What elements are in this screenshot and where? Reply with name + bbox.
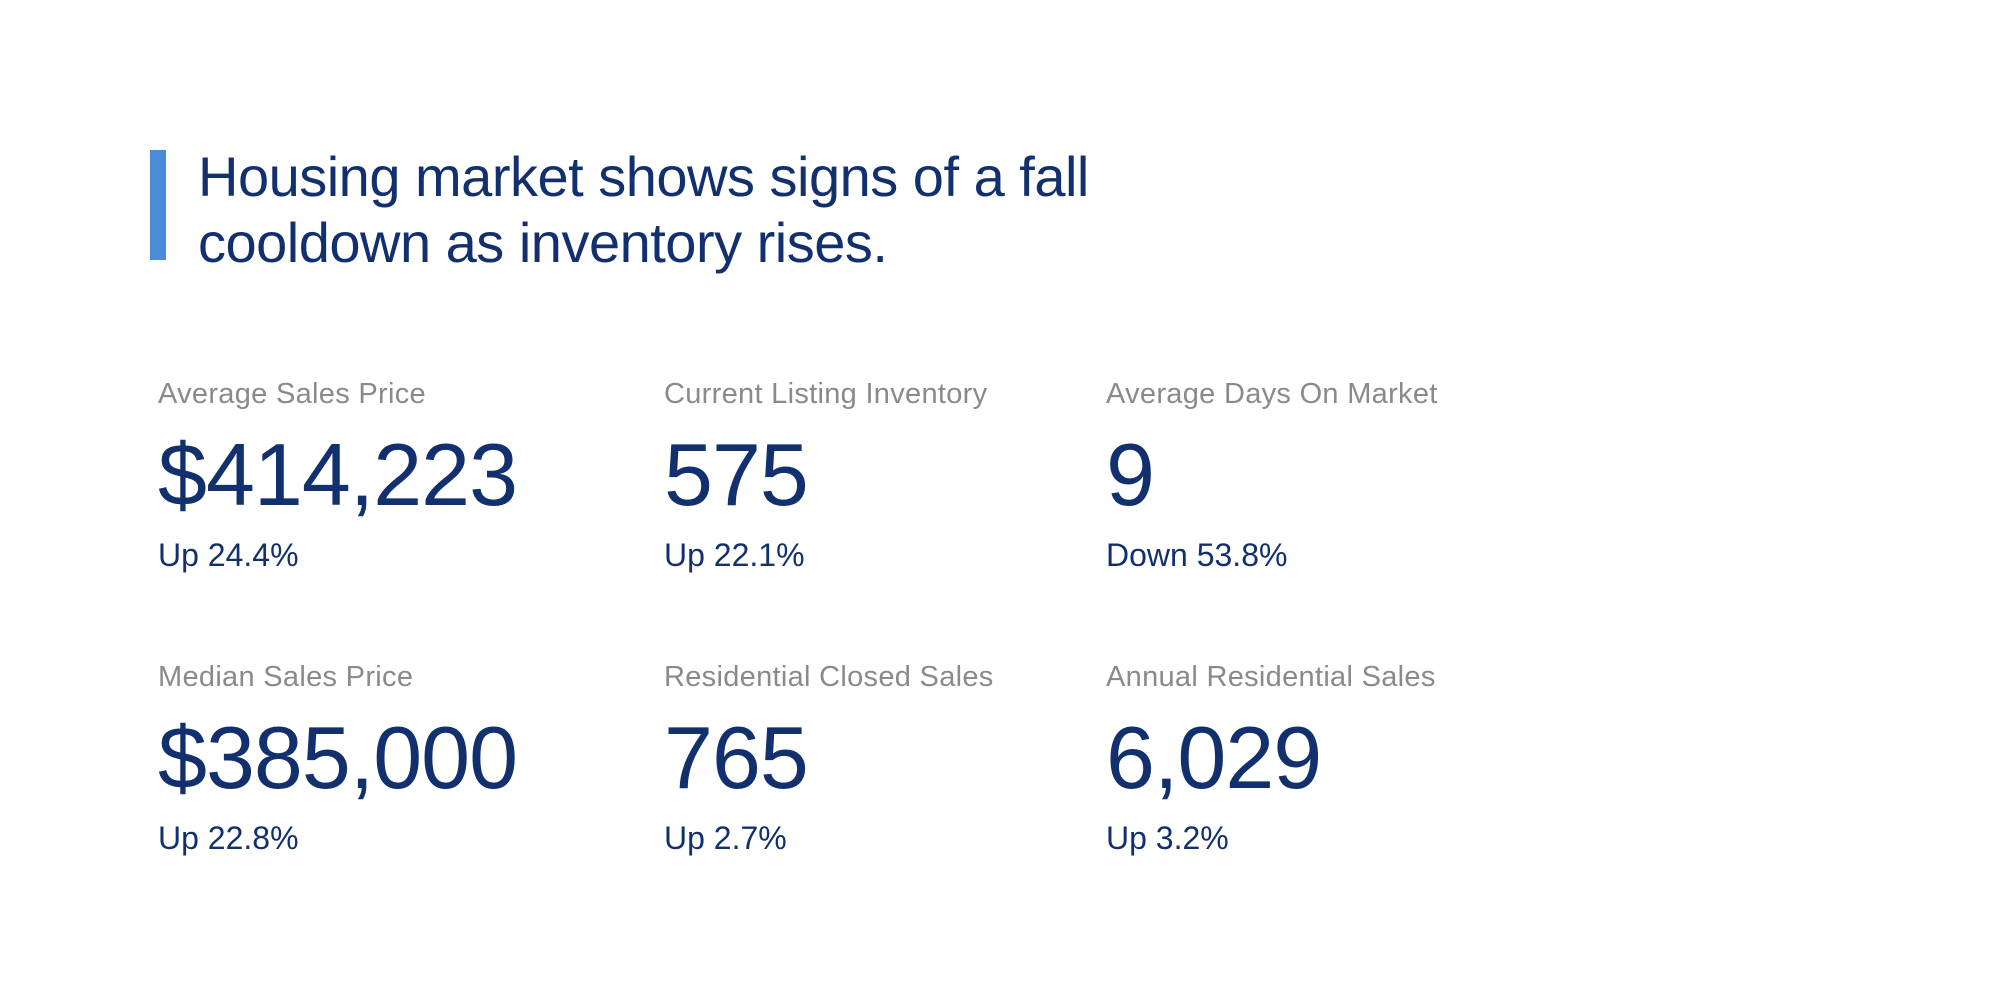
- stat-value: 765: [664, 708, 809, 807]
- headline-accent-bar: [150, 150, 166, 260]
- stat-change: Up 24.4%: [158, 537, 299, 573]
- stat-value: $414,223: [158, 425, 518, 524]
- stat-value: 6,029: [1106, 708, 1322, 807]
- stat-value: 9: [1106, 425, 1155, 524]
- headline-section: Housing market shows signs of a fall coo…: [150, 145, 1089, 276]
- stat-change: Up 3.2%: [1106, 820, 1229, 856]
- stat-label: Residential Closed Sales: [664, 661, 994, 693]
- page-title: Housing market shows signs of a fall coo…: [198, 144, 1089, 276]
- stat-label: Median Sales Price: [158, 661, 414, 693]
- stat-label: Annual Residential Sales: [1106, 661, 1436, 693]
- stat-card-median-sales-price: Median Sales Price $385,000 Up 22.8%: [158, 663, 664, 946]
- stat-change: Up 2.7%: [664, 820, 787, 856]
- stat-card-residential-closed-sales: Residential Closed Sales 765 Up 2.7%: [664, 663, 1106, 946]
- stat-card-annual-residential-sales: Annual Residential Sales 6,029 Up 3.2%: [1106, 663, 1646, 946]
- stat-label: Average Days On Market: [1106, 378, 1438, 410]
- stat-value: $385,000: [158, 708, 518, 807]
- stat-label: Average Sales Price: [158, 378, 426, 410]
- stat-change: Up 22.8%: [158, 820, 299, 856]
- stat-card-average-days-on-market: Average Days On Market 9 Down 53.8%: [1106, 380, 1646, 663]
- stat-change: Up 22.1%: [664, 537, 805, 573]
- stat-value: 575: [664, 425, 809, 524]
- stat-label: Current Listing Inventory: [664, 378, 988, 410]
- page-title-line-2: cooldown as inventory rises.: [198, 211, 888, 274]
- stat-card-average-sales-price: Average Sales Price $414,223 Up 24.4%: [158, 380, 664, 663]
- stat-card-current-listing-inventory: Current Listing Inventory 575 Up 22.1%: [664, 380, 1106, 663]
- kpi-stats-grid: Average Sales Price $414,223 Up 24.4% Cu…: [158, 380, 1646, 946]
- stat-change: Down 53.8%: [1106, 537, 1288, 573]
- page-title-line-1: Housing market shows signs of a fall: [198, 145, 1089, 208]
